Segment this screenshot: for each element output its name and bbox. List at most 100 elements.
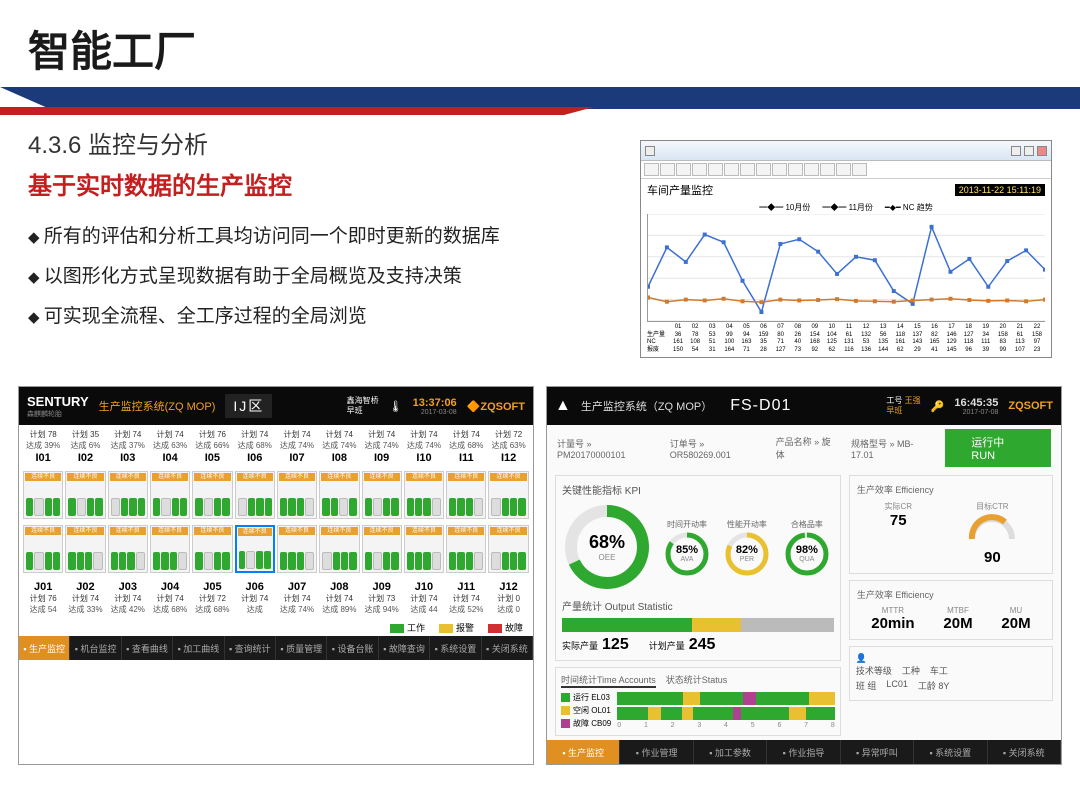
efficiency-card-2: 生产效率 Efficiency MTTR20minMTBF20MMU20M [849, 580, 1053, 640]
mini-kpi: 性能开动率82%PER [720, 517, 774, 578]
window-titlebar[interactable] [641, 141, 1051, 161]
output-stats: 实际产量125计划产量245 [562, 636, 834, 654]
header-stripe [0, 87, 1080, 115]
machine-tile[interactable]: 连续不良 [234, 470, 276, 520]
machine-tile[interactable]: 连续不良 [318, 470, 360, 520]
machine-tile[interactable]: 连续不良 [107, 470, 149, 520]
stat-cell: J09计划 73达成 94% [361, 579, 403, 616]
machine-tile[interactable]: 连续不良 [403, 524, 445, 574]
nav-item[interactable]: ▪ 系统设置 [914, 740, 987, 764]
nav-item[interactable]: ▪ 机台监控 [70, 636, 121, 660]
tab[interactable]: 时间统计Time Accounts [561, 673, 656, 688]
clock: 13:37:06 [413, 397, 457, 409]
toolbar-button[interactable] [676, 163, 691, 176]
nav-item[interactable]: ▪ 加工曲线 [173, 636, 224, 660]
machine-tile[interactable]: 连续不良 [318, 524, 360, 574]
production-chart-window: 车间产量监控 2013-11-22 15:11:19 ━◆━ 10月份━◆━ 1… [640, 140, 1052, 358]
machine-tile[interactable]: 连续不良 [276, 470, 318, 520]
zone-label: IJ区 [225, 394, 272, 418]
tab[interactable]: 状态统计Status [666, 673, 728, 688]
toolbar-button[interactable] [644, 163, 659, 176]
toolbar-button[interactable] [836, 163, 851, 176]
nav-item[interactable]: ▪ 质量管理 [276, 636, 327, 660]
machine-tile[interactable]: 连续不良 [276, 524, 318, 574]
mini-kpi: 合格品率98%QUA [780, 517, 834, 578]
machine-tile[interactable]: 连续不良 [361, 524, 403, 574]
machine-tile[interactable]: 连续不良 [445, 524, 487, 574]
toolbar-button[interactable] [740, 163, 755, 176]
nav-item[interactable]: ▪ 作业指导 [767, 740, 840, 764]
stats-row-i: 计划 78达成 39%I01计划 35达成 6%I02计划 74达成 37%I0… [19, 425, 533, 468]
stats-row-j: J01计划 76达成 54J02计划 74达成 33%J03计划 74达成 42… [19, 576, 533, 619]
efficiency-card-1: 生产效率 Efficiency 实际CR75目标CTR90 [849, 475, 1053, 574]
nav-item[interactable]: ▪ 关闭系统 [988, 740, 1061, 764]
nav-item[interactable]: ▪ 生产监控 [547, 740, 620, 764]
machine-tile[interactable]: 连续不良 [234, 524, 276, 574]
nav-item[interactable]: ▪ 查看曲线 [122, 636, 173, 660]
toolbar-button[interactable] [660, 163, 675, 176]
machine-tile[interactable]: 连续不良 [22, 524, 64, 574]
nav-item[interactable]: ▪ 异常呼叫 [841, 740, 914, 764]
toolbar-button[interactable] [852, 163, 867, 176]
machine-tile[interactable]: 连续不良 [445, 470, 487, 520]
line-chart [647, 214, 1045, 322]
stat-cell: J03计划 74达成 42% [107, 579, 149, 616]
person-icon: 👤 [856, 653, 867, 663]
toolbar-button[interactable] [756, 163, 771, 176]
machine-tile[interactable]: 连续不良 [149, 524, 191, 574]
key-icon: 🔑 [931, 400, 945, 413]
machine-tile[interactable]: 连续不良 [487, 470, 529, 520]
machine-tile[interactable]: 连续不良 [149, 470, 191, 520]
minimize-button[interactable] [1011, 146, 1021, 156]
page-title: 智能工厂 [0, 0, 1080, 87]
stat-cell: 计划 76达成 66%I05 [191, 428, 233, 465]
clock: 16:45:35 [954, 397, 998, 409]
close-button[interactable] [1037, 146, 1047, 156]
nav-item[interactable]: ▪ 关闭系统 [482, 636, 533, 660]
stat-cell: J06计划 74达成 [234, 579, 276, 616]
nav-item[interactable]: ▪ 生产监控 [19, 636, 70, 660]
dashboard-sentury: SENTURY 森麒麟轮胎 生产监控系统(ZQ MOP) IJ区 鑫海智桥 早班… [18, 386, 534, 765]
stat-cell: 计划 74达成 74%I10 [403, 428, 445, 465]
stat-cell: 计划 78达成 39%I01 [22, 428, 64, 465]
machine-tile[interactable]: 连续不良 [487, 524, 529, 574]
machine-tile[interactable]: 连续不良 [191, 470, 233, 520]
soft-logo: ZQSOFT [1008, 400, 1053, 412]
timeline-card: 时间统计Time Accounts状态统计Status 运行 EL03空闲 OL… [555, 667, 841, 736]
stat-cell: J01计划 76达成 54 [22, 579, 64, 616]
toolbar-button[interactable] [772, 163, 787, 176]
toolbar-button[interactable] [820, 163, 835, 176]
dash1-legend: 工作报警故障 [19, 619, 533, 636]
machine-tile[interactable]: 连续不良 [107, 524, 149, 574]
stat-cell: 计划 72达成 63%I12 [487, 428, 529, 465]
machine-tile[interactable]: 连续不良 [191, 524, 233, 574]
machine-tile[interactable]: 连续不良 [403, 470, 445, 520]
nav-item[interactable]: ▪ 作业管理 [620, 740, 693, 764]
machine-tile[interactable]: 连续不良 [64, 524, 106, 574]
toolbar-button[interactable] [788, 163, 803, 176]
toolbar-button[interactable] [708, 163, 723, 176]
stat-cell: J02计划 74达成 33% [64, 579, 106, 616]
truck-icon: ▲ [555, 397, 571, 415]
system-name: 生产监控系统（ZQ MOP） [581, 398, 712, 414]
toolbar-button[interactable] [804, 163, 819, 176]
dash1-nav: ▪ 生产监控▪ 机台监控▪ 查看曲线▪ 加工曲线▪ 查询统计▪ 质量管理▪ 设备… [19, 636, 533, 660]
nav-item[interactable]: ▪ 系统设置 [430, 636, 481, 660]
window-icon [645, 146, 655, 156]
toolbar-button[interactable] [692, 163, 707, 176]
nav-item[interactable]: ▪ 加工参数 [694, 740, 767, 764]
toolbar-button[interactable] [724, 163, 739, 176]
chart-data-table: 0102030405060708091011121314151617181920… [647, 324, 1045, 355]
nav-item[interactable]: ▪ 查询统计 [225, 636, 276, 660]
machine-tile[interactable]: 连续不良 [64, 470, 106, 520]
dash2-header: ▲ 生产监控系统（ZQ MOP） FS-D01 工号 王强 早班 🔑 16:45… [547, 387, 1061, 425]
stat-cell: J11计划 74达成 52% [445, 579, 487, 616]
machine-tile[interactable]: 连续不良 [361, 470, 403, 520]
stat-cell: 计划 74达成 68%I11 [445, 428, 487, 465]
tiles-row-i: 连续不良连续不良连续不良连续不良连续不良连续不良连续不良连续不良连续不良连续不良… [19, 468, 533, 522]
nav-item[interactable]: ▪ 故障查询 [379, 636, 430, 660]
nav-item[interactable]: ▪ 设备台账 [327, 636, 378, 660]
maximize-button[interactable] [1024, 146, 1034, 156]
people-card: 👤 技术等级工种车工班 组LC01工龄 8Y [849, 646, 1053, 701]
machine-tile[interactable]: 连续不良 [22, 470, 64, 520]
